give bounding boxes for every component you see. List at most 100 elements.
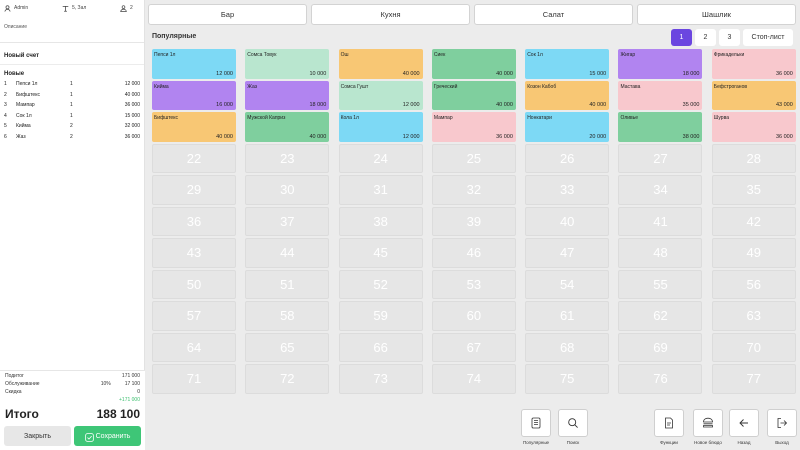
- empty-slot[interactable]: 31: [338, 175, 423, 205]
- menu-item-tile[interactable]: Сомса Гушт 12 000: [338, 80, 423, 110]
- empty-slot[interactable]: 41: [618, 206, 703, 236]
- empty-slot[interactable]: 28: [711, 143, 796, 173]
- empty-slot[interactable]: 53: [431, 269, 516, 299]
- empty-slot[interactable]: 52: [338, 269, 423, 299]
- menu-item-tile[interactable]: Козон Кабоб 40 000: [525, 80, 610, 110]
- menu-item-tile[interactable]: Мужской Каприз 40 000: [245, 112, 330, 142]
- action-button-box[interactable]: [767, 409, 797, 437]
- category-tab[interactable]: Кухня: [311, 4, 470, 25]
- action-button[interactable]: Новое блюдо: [693, 409, 723, 445]
- action-button-box[interactable]: [729, 409, 759, 437]
- empty-slot[interactable]: 58: [245, 301, 330, 331]
- empty-slot[interactable]: 60: [431, 301, 516, 331]
- empty-slot[interactable]: 48: [618, 238, 703, 268]
- menu-item-tile[interactable]: Сомса Товук 10 000: [245, 49, 330, 79]
- menu-item-tile[interactable]: Сок 1л 15 000: [525, 49, 610, 79]
- empty-slot[interactable]: 32: [431, 175, 516, 205]
- order-item-row[interactable]: 1 Пепси 1л 1 12 000: [0, 79, 144, 90]
- category-tab[interactable]: Бар: [148, 4, 307, 25]
- empty-slot[interactable]: 26: [525, 143, 610, 173]
- menu-item-tile[interactable]: Фрикадельки 36 000: [711, 49, 796, 79]
- empty-slot[interactable]: 44: [245, 238, 330, 268]
- menu-item-tile[interactable]: Нонкатари 20 000: [525, 112, 610, 142]
- close-button[interactable]: Закрыть: [4, 426, 71, 446]
- action-button-box[interactable]: [521, 409, 551, 437]
- empty-slot[interactable]: 24: [338, 143, 423, 173]
- menu-item-tile[interactable]: Ош 40 000: [338, 49, 423, 79]
- empty-slot[interactable]: 57: [152, 301, 236, 331]
- empty-slot[interactable]: 71: [152, 364, 236, 394]
- empty-slot[interactable]: 59: [338, 301, 423, 331]
- action-button[interactable]: Назад: [729, 409, 759, 445]
- order-description[interactable]: Описание: [0, 16, 144, 43]
- empty-slot[interactable]: 76: [618, 364, 703, 394]
- empty-slot[interactable]: 70: [711, 332, 796, 362]
- menu-item-tile[interactable]: Пепси 1л 12 000: [152, 49, 236, 79]
- empty-slot[interactable]: 34: [618, 175, 703, 205]
- order-item-row[interactable]: 3 Мампар 1 36 000: [0, 100, 144, 111]
- empty-slot[interactable]: 69: [618, 332, 703, 362]
- empty-slot[interactable]: 27: [618, 143, 703, 173]
- empty-slot[interactable]: 67: [431, 332, 516, 362]
- order-item-row[interactable]: 6 Жаз 2 36 000: [0, 132, 144, 143]
- empty-slot[interactable]: 56: [711, 269, 796, 299]
- menu-item-tile[interactable]: Сиек 40 000: [431, 49, 516, 79]
- menu-item-tile[interactable]: Греческий 40 000: [431, 80, 516, 110]
- page-button[interactable]: 3: [719, 29, 740, 46]
- empty-slot[interactable]: 65: [245, 332, 330, 362]
- empty-slot[interactable]: 75: [525, 364, 610, 394]
- empty-slot[interactable]: 68: [525, 332, 610, 362]
- empty-slot[interactable]: 43: [152, 238, 236, 268]
- guests-info[interactable]: 2: [120, 4, 133, 12]
- order-item-row[interactable]: 2 Бифштекс 1 40 000: [0, 90, 144, 101]
- menu-item-tile[interactable]: Мампар 36 000: [431, 112, 516, 142]
- empty-slot[interactable]: 66: [338, 332, 423, 362]
- empty-slot[interactable]: 36: [152, 206, 236, 236]
- action-button-box[interactable]: [654, 409, 684, 437]
- empty-slot[interactable]: 62: [618, 301, 703, 331]
- category-tab[interactable]: Шашлик: [637, 4, 796, 25]
- empty-slot[interactable]: 45: [338, 238, 423, 268]
- empty-slot[interactable]: 63: [711, 301, 796, 331]
- empty-slot[interactable]: 72: [245, 364, 330, 394]
- order-item-row[interactable]: 5 Кийма 2 32 000: [0, 121, 144, 132]
- menu-item-tile[interactable]: Жаз 18 000: [245, 80, 330, 110]
- menu-item-tile[interactable]: Жигар 18 000: [618, 49, 703, 79]
- table-info[interactable]: 5, Зал: [62, 5, 120, 12]
- action-button-box[interactable]: [558, 409, 588, 437]
- empty-slot[interactable]: 38: [338, 206, 423, 236]
- action-button[interactable]: Поиск: [558, 409, 588, 445]
- empty-slot[interactable]: 39: [431, 206, 516, 236]
- empty-slot[interactable]: 55: [618, 269, 703, 299]
- empty-slot[interactable]: 77: [711, 364, 796, 394]
- empty-slot[interactable]: 29: [152, 175, 236, 205]
- menu-item-tile[interactable]: Кийма 16 000: [152, 80, 236, 110]
- page-button[interactable]: 1: [671, 29, 692, 46]
- empty-slot[interactable]: 50: [152, 269, 236, 299]
- empty-slot[interactable]: 49: [711, 238, 796, 268]
- empty-slot[interactable]: 73: [338, 364, 423, 394]
- empty-slot[interactable]: 46: [431, 238, 516, 268]
- action-button[interactable]: Выход: [767, 409, 797, 445]
- action-button[interactable]: Функции: [654, 409, 684, 445]
- empty-slot[interactable]: 22: [152, 143, 236, 173]
- menu-item-tile[interactable]: Мастава 35 000: [618, 80, 703, 110]
- menu-item-tile[interactable]: Бифштекс 40 000: [152, 112, 236, 142]
- empty-slot[interactable]: 64: [152, 332, 236, 362]
- order-item-row[interactable]: 4 Сок 1л 1 15 000: [0, 111, 144, 122]
- page-button[interactable]: 2: [695, 29, 716, 46]
- save-button[interactable]: Сохранить: [74, 426, 141, 446]
- menu-item-tile[interactable]: Кола 1л 12 000: [338, 112, 423, 142]
- menu-item-tile[interactable]: Оливье 38 000: [618, 112, 703, 142]
- action-button[interactable]: Популярные: [521, 409, 551, 445]
- empty-slot[interactable]: 33: [525, 175, 610, 205]
- empty-slot[interactable]: 35: [711, 175, 796, 205]
- empty-slot[interactable]: 74: [431, 364, 516, 394]
- stop-list-button[interactable]: Стоп-лист: [743, 29, 793, 46]
- action-button-box[interactable]: [693, 409, 723, 437]
- menu-item-tile[interactable]: Шурва 36 000: [711, 112, 796, 142]
- menu-item-tile[interactable]: Бефстроганов 43 000: [711, 80, 796, 110]
- empty-slot[interactable]: 54: [525, 269, 610, 299]
- empty-slot[interactable]: 25: [431, 143, 516, 173]
- empty-slot[interactable]: 51: [245, 269, 330, 299]
